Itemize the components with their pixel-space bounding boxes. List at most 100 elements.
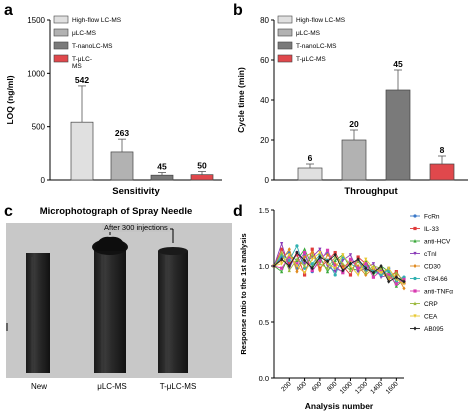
bar [297, 167, 323, 181]
data-point [287, 253, 291, 257]
data-point [287, 268, 291, 273]
data-point [348, 268, 353, 273]
data-point [280, 262, 284, 266]
data-label: 45 [157, 162, 167, 172]
data-point [318, 250, 322, 255]
legend-swatch [53, 15, 69, 24]
legend-marker [413, 264, 417, 268]
data-point [348, 264, 353, 268]
chart-d-stability: 0.0 0.5 1.0 1.5 200 400 600 800 1000 1200 1400 1600… [239, 206, 453, 411]
legend-label: T-μLC-MS [296, 56, 326, 63]
data-point [280, 247, 284, 251]
legend-label: anti-HCV [424, 239, 451, 246]
data-point [341, 264, 345, 268]
data-point [280, 266, 284, 270]
y-tick-label: 1.5 [259, 206, 269, 215]
y-tick-label: 500 [32, 123, 46, 132]
data-label: 8 [440, 145, 445, 155]
series-anti-HCV [272, 247, 406, 288]
data-point [318, 266, 322, 270]
needle-label-tulc: T-μLC-MS [159, 382, 197, 391]
y-tick-label: 0 [265, 176, 270, 185]
data-point [310, 257, 314, 262]
legend-swatch [53, 54, 69, 63]
bar [429, 163, 455, 181]
legend-label: cTnI [424, 251, 437, 258]
data-point [341, 253, 345, 257]
legend-marker [413, 326, 417, 331]
legend-swatch [277, 28, 293, 37]
legend-label: anti-TNFα [424, 289, 453, 296]
data-point [287, 262, 291, 266]
data-point [295, 257, 299, 261]
data-point [379, 273, 383, 277]
data-point [341, 261, 345, 266]
legend-label: T-nanoLC-MS [72, 43, 113, 50]
data-point [348, 257, 353, 261]
y-tick-label: 0 [41, 176, 46, 185]
legend-marker [413, 251, 417, 256]
y-tick-label: 1.0 [259, 262, 269, 271]
y-tick-label: 60 [260, 56, 269, 65]
x-tick-label: 800 [326, 380, 339, 393]
y-tick-label: 20 [260, 136, 269, 145]
data-label: 45 [393, 59, 403, 69]
needle-ulc [94, 251, 126, 373]
data-point [295, 253, 299, 257]
bar [341, 139, 367, 181]
legend-label: T-μLC- [72, 56, 92, 63]
data-point [287, 258, 291, 262]
data-point [310, 268, 314, 273]
series-CEA [272, 250, 406, 286]
bar [385, 89, 411, 181]
x-tick-label: 600 [311, 380, 324, 393]
y-tick-label: 0.5 [259, 318, 269, 327]
legend-label: cT84.66 [424, 276, 448, 283]
data-point [341, 271, 345, 275]
y-tick-label: 80 [260, 16, 269, 25]
chart-b-throughput: 0 20 40 60 80 Cycle time (min) Throughput 6 20 45… [236, 15, 468, 197]
series-line [273, 251, 405, 282]
x-tick-label: 1600 [385, 380, 400, 395]
panel-letter-c: c [4, 203, 13, 220]
data-point [295, 264, 299, 268]
x-axis-label: Analysis number [305, 401, 374, 411]
x-tick-label: 200 [280, 380, 293, 393]
legend-label: CEA [424, 314, 438, 321]
needle-drawing [6, 223, 232, 378]
photo-title: Microphotograph of Spray Needle [39, 206, 193, 217]
y-axis-label: LOQ (ng/ml) [5, 75, 15, 124]
data-point [371, 275, 376, 279]
legend-label: High-flow LC-MS [72, 17, 122, 24]
data-point [379, 268, 383, 273]
data-point [272, 264, 276, 268]
legend-label: μLC-MS [296, 30, 321, 37]
data-point [333, 273, 337, 277]
data-label: 6 [308, 153, 313, 163]
data-point [348, 273, 353, 277]
legend-label: CD30 [424, 264, 441, 271]
panel-letter-a: a [4, 2, 13, 19]
bar [190, 174, 214, 181]
data-point [371, 266, 376, 271]
legend-swatch [53, 41, 69, 50]
data-point [325, 262, 330, 266]
legend-swatch [53, 28, 69, 37]
data-point [364, 257, 368, 262]
y-tick-label: 1500 [27, 16, 45, 25]
data-point [356, 264, 360, 268]
panel-letter-d: d [233, 203, 243, 220]
data-point [310, 266, 314, 271]
data-point [364, 270, 368, 275]
data-point [356, 257, 360, 262]
data-point [295, 262, 299, 266]
data-label: 20 [349, 119, 359, 129]
data-label: 263 [115, 128, 129, 138]
data-point [310, 247, 314, 251]
x-tick-label: 1200 [354, 380, 369, 395]
spray-needle-photo: After 300 injections [6, 223, 232, 378]
x-tick-label: 400 [295, 380, 308, 393]
needle-new [26, 253, 50, 373]
legend-label: T-nanoLC-MS [296, 43, 337, 50]
data-point [302, 264, 307, 268]
